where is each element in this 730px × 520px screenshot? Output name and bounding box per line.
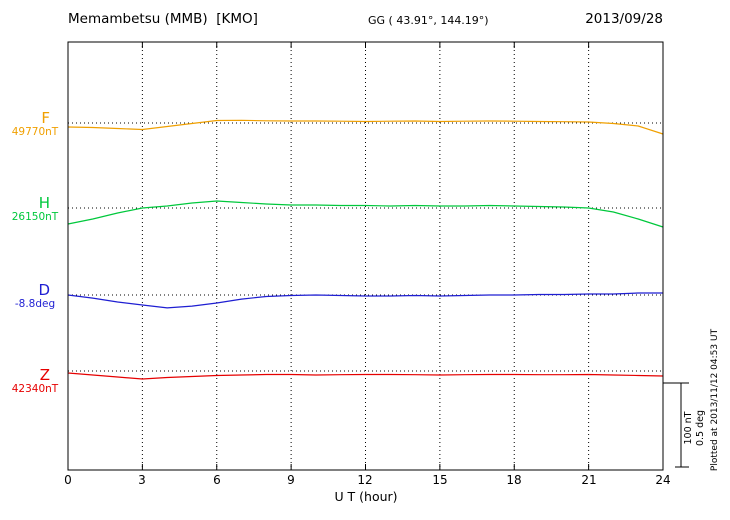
observation-date: 2013/09/28	[585, 11, 663, 27]
x-tick-label-21: 21	[581, 473, 597, 487]
series-baseline-value-h: 26150nT	[11, 211, 59, 223]
x-tick-label-12: 12	[357, 473, 373, 487]
series-baseline-value-z: 42340nT	[11, 383, 59, 395]
x-tick-label-15: 15	[432, 473, 448, 487]
x-tick-label-0: 0	[64, 473, 72, 487]
x-tick-label-24: 24	[655, 473, 671, 487]
series-label-h: H	[38, 194, 50, 212]
x-tick-label-3: 3	[138, 473, 146, 487]
series-baseline-value-d: -8.8deg	[14, 298, 56, 310]
series-label-d: D	[38, 281, 50, 299]
x-tick-label-6: 6	[213, 473, 221, 487]
station-title: Memambetsu (MMB) [KMO]	[68, 11, 258, 27]
plotted-at-note: Plotted at 2013/11/12 04:53 UT	[710, 328, 720, 472]
geographic-coordinates: GG ( 43.91°, 144.19°)	[368, 14, 489, 27]
scale-label-deg: 0.5 deg	[695, 409, 706, 447]
x-tick-label-9: 9	[287, 473, 295, 487]
series-label-z: Z	[39, 366, 50, 384]
series-baseline-value-f: 49770nT	[11, 126, 59, 138]
x-axis-title: U T (hour)	[334, 489, 398, 504]
series-label-f: F	[41, 109, 50, 127]
x-tick-label-18: 18	[506, 473, 522, 487]
scale-label-nt: 100 nT	[683, 411, 694, 445]
scale-bar-labels: 100 nT 0.5 deg	[683, 397, 707, 459]
